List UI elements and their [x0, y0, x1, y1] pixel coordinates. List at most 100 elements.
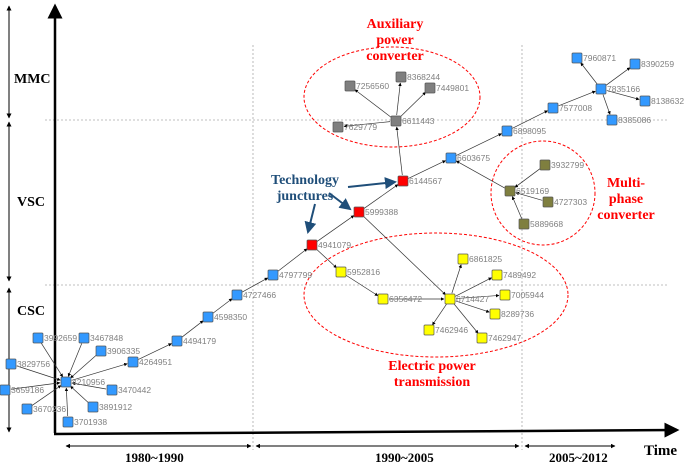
patent-node-label: 3467848 [90, 333, 123, 343]
patent-node: 3906335 [95, 345, 140, 357]
patent-node-marker [78, 332, 90, 344]
patent-node-label: 6603675 [457, 153, 490, 163]
patent-node: 5952816 [335, 266, 380, 278]
patent-node-label: 7489492 [503, 270, 536, 280]
patent-node: 7449801 [424, 82, 469, 94]
citation-edge [456, 133, 502, 156]
citation-edge [363, 215, 446, 296]
patent-node-marker [0, 384, 11, 396]
citation-edge [67, 343, 83, 377]
patent-node: 4494179 [171, 335, 216, 347]
patent-node-marker [32, 332, 44, 344]
patent-node: 3670236 [21, 403, 66, 415]
patent-node: 7005944 [499, 289, 544, 301]
citation-edge [396, 82, 402, 116]
time-axis [53, 422, 680, 438]
citation-edge [71, 362, 128, 381]
citation-edge [455, 293, 500, 299]
patent-node: 8289736 [489, 308, 534, 320]
patent-node-marker [267, 269, 279, 281]
time-label: Time [644, 443, 677, 459]
patent-node-label: 8289736 [501, 309, 534, 319]
patent-node-label: 3891912 [99, 402, 132, 412]
patent-node-marker [489, 308, 501, 320]
patent-node-label: 6356472 [389, 294, 422, 304]
category-mmc: MMC [14, 72, 51, 87]
patent-node-marker [397, 175, 409, 187]
patent-node-marker [332, 121, 344, 133]
patent-node: 7629779 [332, 121, 377, 133]
patent-node: 4264951 [127, 356, 172, 368]
patent-node-marker [87, 401, 99, 413]
svg-text:transmission: transmission [394, 375, 470, 390]
patent-node-marker [60, 376, 72, 388]
patent-node-label: 7256560 [356, 81, 389, 91]
patent-node-label: 4598350 [214, 312, 247, 322]
patent-node: 6714427 [444, 293, 489, 305]
patent-node: 3470442 [106, 384, 151, 396]
citation-edges [10, 62, 640, 417]
citation-edge [277, 248, 308, 272]
multiphase-cluster-outline [490, 140, 596, 246]
patent-node-marker [457, 253, 469, 265]
patent-node-label: 3829756 [17, 359, 50, 369]
patent-node-marker [639, 95, 651, 107]
patent-node: 5999388 [353, 206, 398, 218]
patent-node-label: 4264951 [139, 357, 172, 367]
patent-node: 4598350 [202, 311, 247, 323]
patent-node-marker [95, 345, 107, 357]
patent-node: 3659186 [0, 384, 44, 396]
citation-edge [345, 274, 379, 297]
patent-node: 3701938 [62, 416, 107, 428]
patent-node-label: 3670236 [33, 404, 66, 414]
period-1990-2005: 1990~2005 [375, 450, 434, 462]
patent-node-label: 7960871 [583, 53, 616, 63]
patent-node-marker [547, 102, 559, 114]
citation-edge [580, 62, 598, 85]
patent-node-marker [629, 58, 641, 70]
citation-edge [70, 385, 89, 404]
citation-edge [455, 277, 492, 297]
grid-lines [45, 45, 668, 450]
patent-nodes: 3992659 3467848 3906335 3829756 4210956 36591… [0, 52, 684, 428]
patent-node-marker [127, 356, 139, 368]
patent-node-label: 4727466 [243, 290, 276, 300]
patent-node-label: 7629779 [344, 122, 377, 132]
patent-node: 8390259 [629, 58, 674, 70]
patent-node-label: 7462946 [435, 325, 468, 335]
patent-node-label: 6898095 [513, 126, 546, 136]
citation-edge [432, 303, 447, 326]
citation-edge [408, 160, 446, 179]
patent-node-marker [5, 358, 17, 370]
patent-node-label: 7462947 [488, 333, 521, 343]
patent-node: 7960871 [571, 52, 616, 64]
patent-node-marker [231, 289, 243, 301]
citation-edge [363, 184, 399, 209]
citation-edge [316, 248, 337, 269]
citation-edge [606, 90, 640, 101]
citation-edge [316, 215, 355, 242]
patent-node-marker [390, 115, 402, 127]
patent-node-marker [445, 152, 457, 164]
patent-node-label: 3701938 [74, 417, 107, 427]
patent-node-label: 3659186 [11, 385, 44, 395]
citation-edge [70, 354, 97, 379]
patent-node-marker [377, 293, 389, 305]
patent-node: 6861825 [457, 253, 502, 265]
period-1980-1990: 1980~1990 [125, 450, 184, 462]
patent-node-label: 6611443 [402, 116, 435, 126]
svg-text:phase: phase [609, 192, 643, 207]
svg-text:Multi-: Multi- [607, 176, 645, 191]
patent-node: 3829756 [5, 358, 50, 370]
citation-edge [31, 385, 62, 406]
category-csc: CSC [17, 304, 45, 319]
patent-node-label: 8138632 [651, 96, 684, 106]
citation-edge [512, 110, 548, 129]
electric-cluster-outline [303, 232, 569, 358]
svg-text:Auxiliary: Auxiliary [367, 17, 424, 32]
patent-node-label: 4797799 [279, 270, 312, 280]
patent-node-marker [171, 335, 183, 347]
citation-edge [558, 90, 596, 107]
patent-node-marker [444, 293, 456, 305]
patent-node: 7256560 [344, 80, 389, 92]
